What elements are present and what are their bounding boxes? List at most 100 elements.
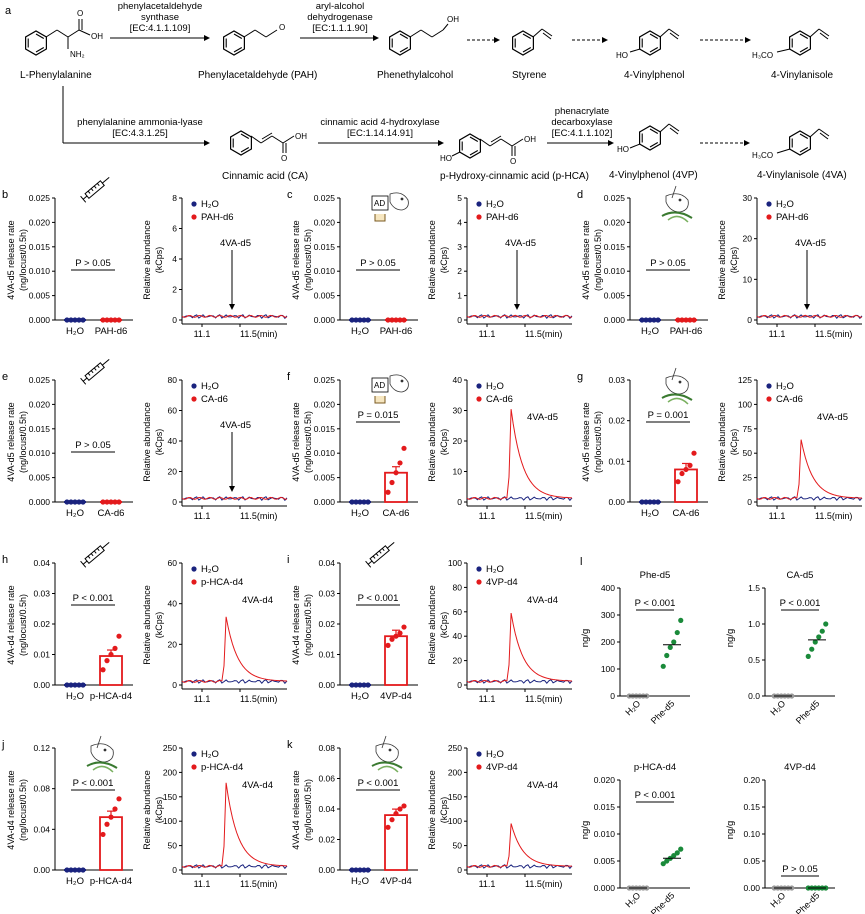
y-tick-label: 75 — [743, 424, 753, 434]
y-tick-label: 4 — [457, 217, 462, 227]
y-tick-label: 0.10 — [743, 829, 760, 839]
syringe-plunger — [82, 377, 88, 382]
data-point — [104, 317, 110, 323]
y-tick-label: 50 — [453, 841, 463, 851]
enzyme-ec: [EC:4.1.1.109] — [130, 23, 191, 34]
legend-marker — [191, 751, 197, 757]
series-line-treatment — [466, 612, 573, 683]
x-category-label: H₂O — [351, 508, 369, 519]
data-point — [72, 682, 78, 688]
atom-label: OH — [295, 132, 307, 141]
y-tick-label: 50 — [743, 448, 753, 458]
data-point — [68, 499, 74, 505]
data-point — [683, 466, 689, 473]
series-line-treatment — [756, 439, 863, 500]
data-point — [674, 850, 680, 856]
scatter-title: 4VP-d4 — [784, 762, 816, 773]
data-point — [664, 652, 670, 659]
y-axis-label: (ng/locust/0.5h) — [303, 779, 313, 841]
y-axis-label: Relative abundance — [717, 402, 727, 482]
x-category-label: Phe-d5 — [794, 890, 822, 914]
chain-bond — [67, 29, 80, 38]
bar-chart-panel-h: h 4VA-d4 release rate (ng/locust/0.5h) 0.00… — [2, 541, 133, 702]
atom-label: NH₂ — [70, 50, 85, 59]
enzyme-ec: [EC:1.14.14.91] — [347, 128, 413, 139]
y-axis-label: ng/g — [580, 821, 591, 840]
enzyme-ec: [EC:4.1.1.102] — [552, 128, 613, 139]
y-axis-label: 4VA-d5 release rate — [291, 220, 301, 299]
p-value-label: P > 0.05 — [650, 258, 685, 269]
ad-box — [371, 195, 389, 211]
data-point — [812, 639, 818, 645]
atom-label: OH — [91, 32, 103, 41]
p-value-label: P > 0.05 — [360, 258, 395, 269]
syringe-barrel — [369, 545, 390, 565]
data-point — [104, 499, 110, 505]
legend-marker — [766, 383, 772, 389]
data-point — [353, 499, 359, 505]
data-point — [393, 810, 399, 817]
data-point — [365, 867, 371, 873]
y-tick-label: 0.005 — [314, 473, 336, 483]
ad-box — [371, 377, 389, 393]
locust-antenna — [381, 735, 387, 749]
y-tick-label: 0 — [747, 497, 752, 507]
data-point — [385, 642, 391, 648]
series-line-h2o — [466, 314, 573, 320]
data-point — [80, 499, 86, 505]
data-point — [678, 617, 684, 624]
leaf-head-icon — [661, 185, 693, 223]
acid-bond — [260, 135, 273, 144]
y-tick-label: 0.5 — [748, 655, 760, 665]
y-tick-label: 0.01 — [33, 650, 50, 660]
y-tick-label: 0.000 — [314, 497, 336, 507]
scatter-panel-CA-d5: CA-d5 ng/g 0.0 0.5 1.0 1.5 H₂O Phe-d5 P < 0.001 — [725, 570, 835, 726]
y-axis-label: (ng/locust/0.5h) — [303, 594, 313, 656]
y-axis-label: (ng/locust/0.5h) — [18, 229, 28, 291]
y-axis-label: (kCps) — [439, 612, 449, 639]
data-point — [64, 317, 70, 323]
legend-label: PAH-d6 — [776, 212, 809, 223]
ring-double-bond — [469, 136, 479, 142]
arrow-head — [204, 35, 210, 41]
y-tick-label: 0.00 — [608, 497, 625, 507]
peak-annotation: 4VA-d4 — [242, 595, 273, 606]
data-point — [108, 499, 114, 505]
data-point — [349, 682, 355, 688]
y-axis-label: 4VA-d4 release rate — [291, 585, 301, 664]
series-line-h2o — [181, 679, 288, 685]
y-tick-label: 0.015 — [314, 242, 336, 252]
compound-label: L-Phenylalanine — [20, 70, 92, 81]
y-tick-label: 0.020 — [29, 399, 51, 409]
y-tick-label: 0.000 — [29, 315, 51, 325]
data-point — [678, 846, 684, 852]
y-tick-label: 0.00 — [33, 865, 50, 875]
x-category-label: 4VP-d4 — [380, 876, 412, 887]
y-tick-label: 30 — [453, 406, 463, 416]
y-axis-label: 4VA-d4 release rate — [6, 585, 16, 664]
locust-head — [389, 192, 409, 211]
legend-label: p-HCA-d4 — [201, 762, 243, 773]
p-value-label: P < 0.001 — [635, 598, 676, 609]
series-line-h2o — [466, 496, 573, 502]
ring-double-bond — [799, 33, 809, 39]
acid-double-bond — [490, 135, 502, 143]
leaf-blade — [92, 765, 114, 773]
y-axis-label: (kCps) — [154, 612, 164, 639]
panel-label: i — [287, 554, 289, 566]
y-tick-label: 0 — [457, 865, 462, 875]
data-point — [671, 639, 677, 645]
ring-double-bond — [233, 47, 243, 53]
syringe-tick — [96, 548, 100, 552]
data-point — [660, 861, 666, 867]
y-tick-label: 0.00 — [743, 883, 760, 893]
x-category-label: CA-d6 — [383, 508, 410, 519]
ring-double-bond — [522, 33, 532, 39]
data-point — [389, 636, 395, 642]
y-tick-label: 0.03 — [318, 589, 335, 599]
y-tick-label: 0.005 — [594, 856, 616, 866]
benzene-ring — [223, 30, 245, 56]
y-tick-label: 0.000 — [594, 883, 616, 893]
